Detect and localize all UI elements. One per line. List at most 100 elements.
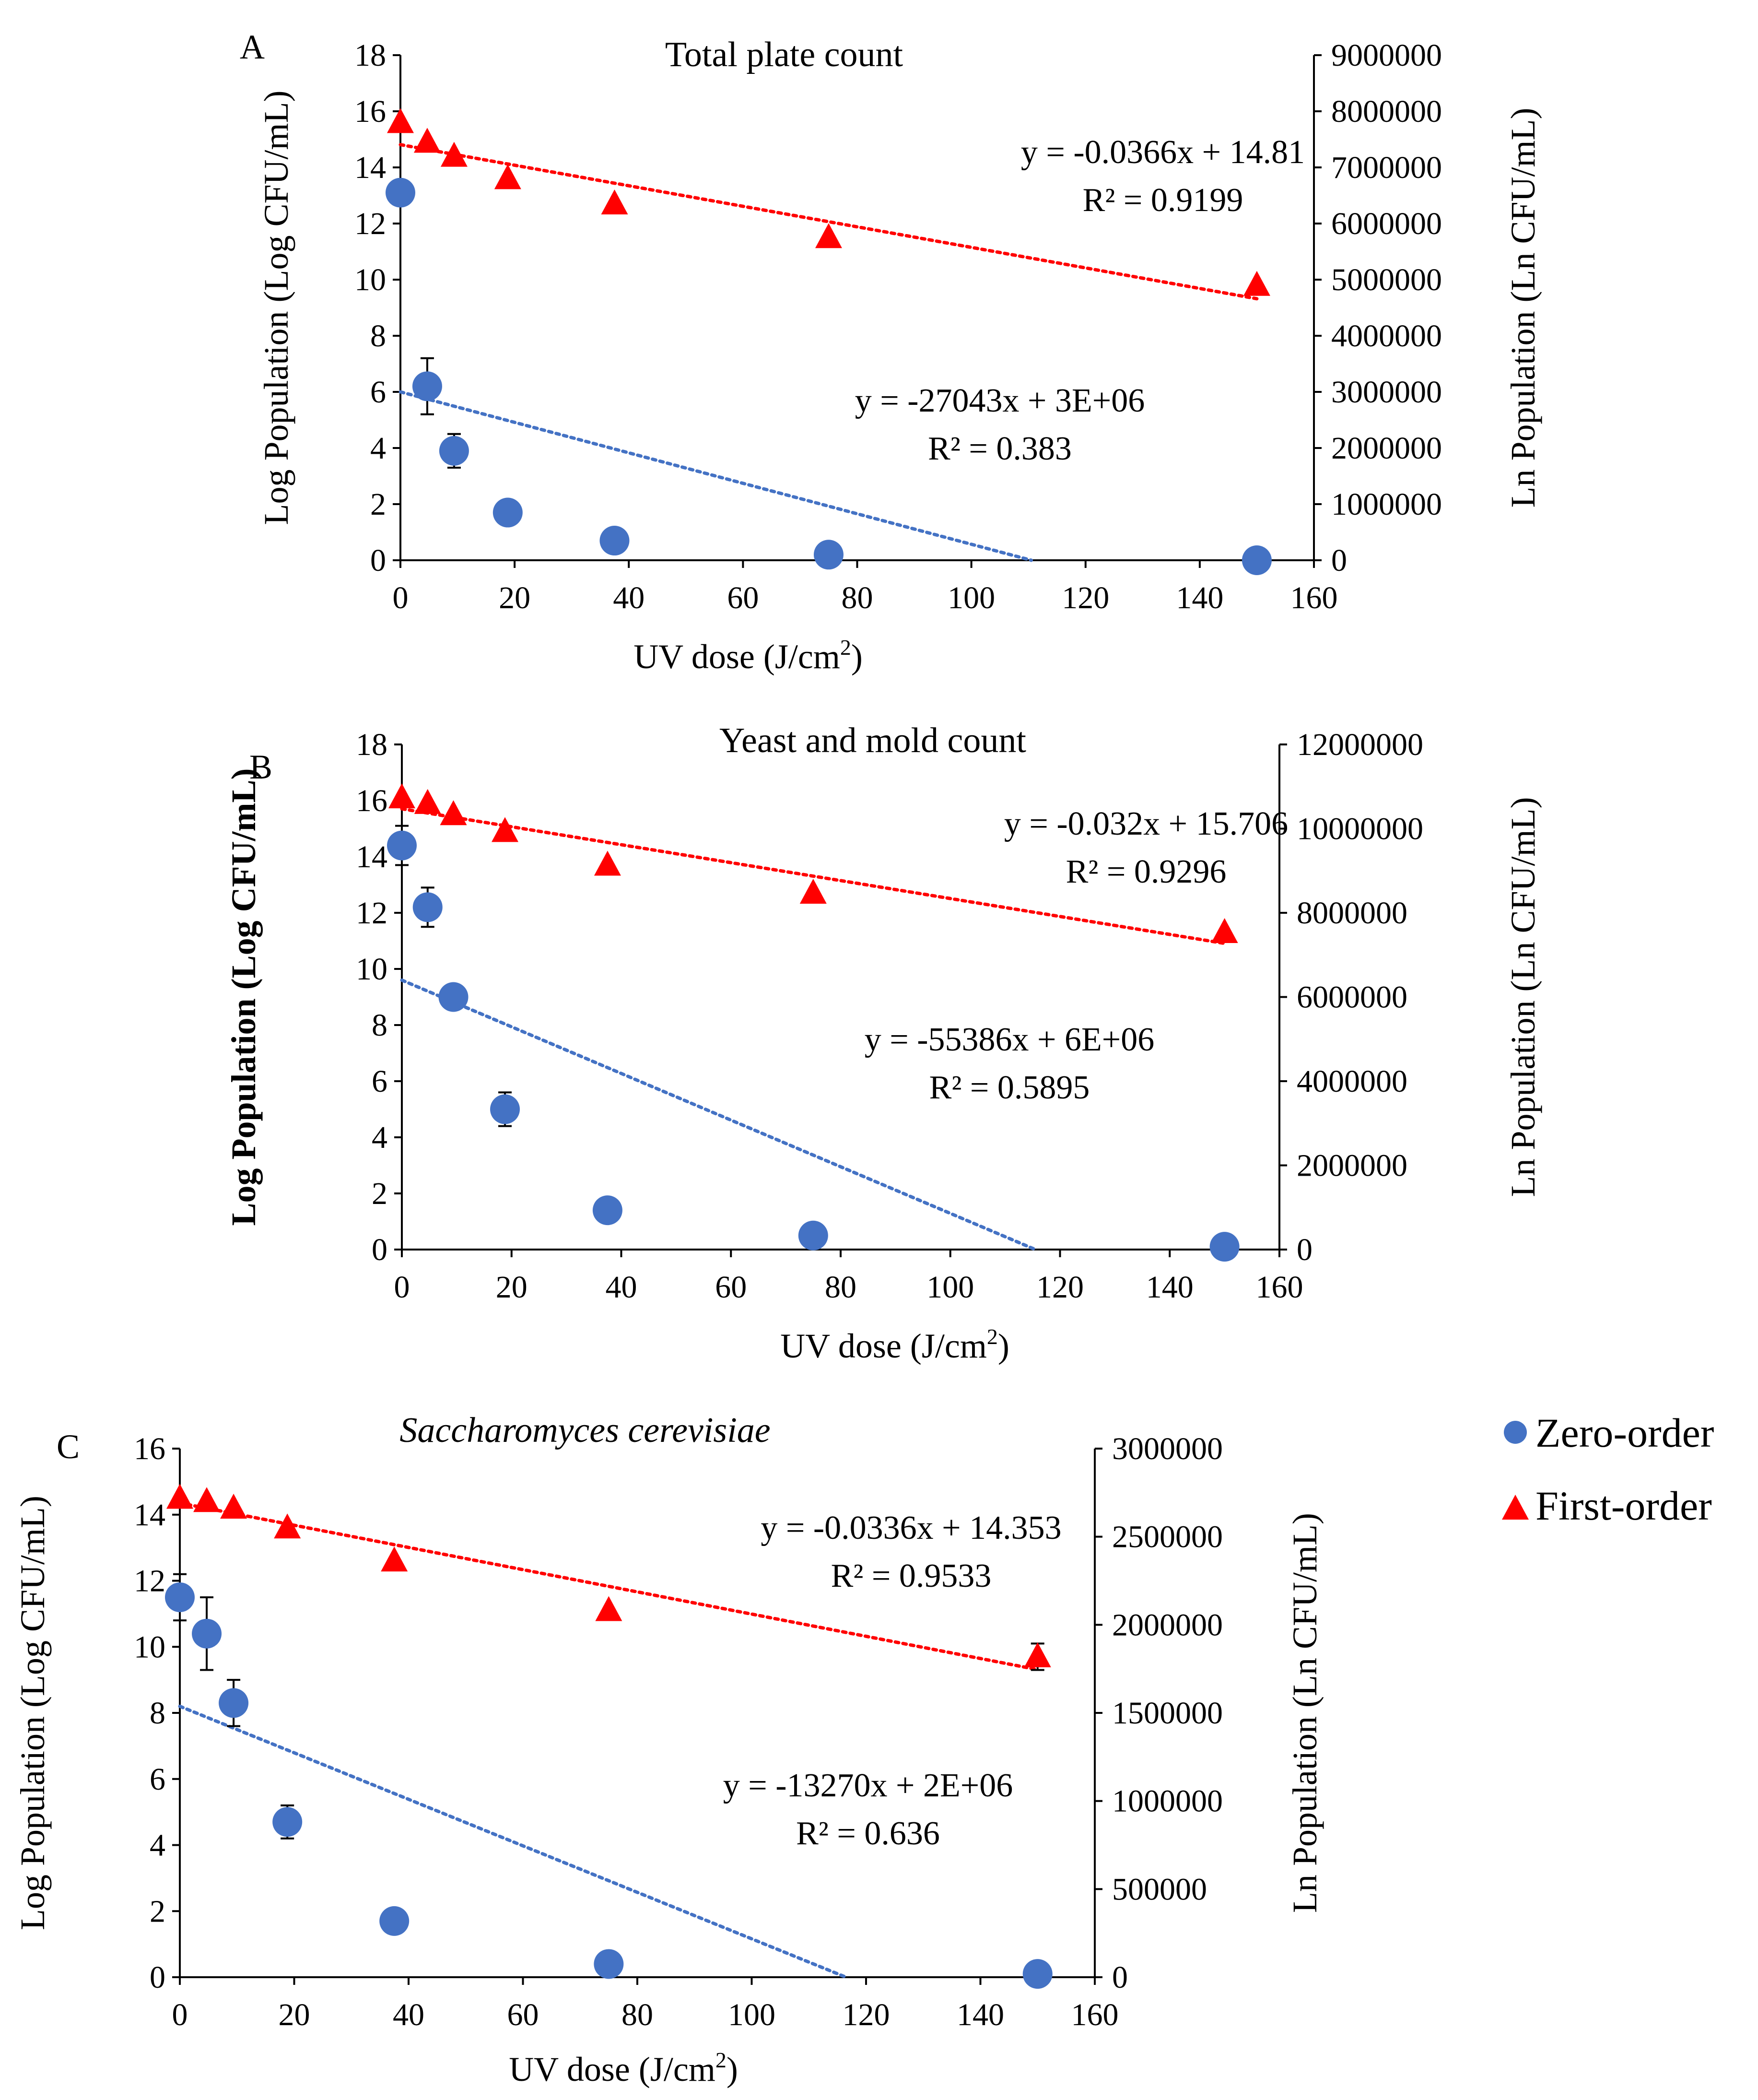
legend-zero-label: Zero-order <box>1535 1410 1714 1456</box>
x-tick-label: 120 <box>1036 1270 1084 1305</box>
y-left-tick-label: 0 <box>150 1960 165 1995</box>
y-right-tick-label: 12000000 <box>1297 727 1423 762</box>
first-order-point <box>387 108 414 133</box>
x-tick-label: 80 <box>621 1997 653 2032</box>
first-order-point <box>594 850 621 876</box>
chart-title: Saccharomyces cerevisiae <box>399 1411 770 1450</box>
x-tick-label: 160 <box>1290 580 1338 615</box>
y-right-tick-label: 2500000 <box>1112 1520 1223 1555</box>
y-left-tick-label: 16 <box>134 1431 165 1466</box>
chart-title: Total plate count <box>665 35 903 74</box>
x-tick-label: 20 <box>496 1270 527 1305</box>
y-right-tick-label: 2000000 <box>1297 1148 1407 1183</box>
x-axis-title: UV dose (J/cm2) <box>509 2048 738 2088</box>
x-tick-label: 80 <box>825 1270 856 1305</box>
panel-c: 0 20 40 60 80 100 120 140 1600246810121416050000… <box>13 1411 1324 2088</box>
first-order-equation: y = -0.032x + 15.706 <box>1004 805 1288 842</box>
first-order-point <box>494 164 521 189</box>
y-axis-title-right: Ln Population (Ln CFU/mL) <box>1286 1513 1324 1913</box>
y-left-tick-label: 12 <box>134 1564 165 1599</box>
first-order-r2: R² = 0.9296 <box>1066 853 1227 890</box>
y-right-tick-label: 1000000 <box>1331 487 1442 522</box>
zero-order-point <box>490 1094 520 1124</box>
panel-letter: C <box>57 1428 80 1466</box>
y-left-tick-label: 12 <box>356 896 387 931</box>
y-axis-title-left: Log Population (Log CFU/mL) <box>257 91 295 525</box>
y-right-tick-label: 2000000 <box>1112 1607 1223 1642</box>
zero-order-point <box>798 1220 828 1251</box>
y-right-tick-label: 10000000 <box>1297 812 1423 847</box>
y-left-tick-label: 8 <box>150 1696 165 1731</box>
y-left-tick-label: 6 <box>150 1762 165 1797</box>
chart-title: Yeast and mold count <box>719 721 1026 760</box>
zero-order-point <box>192 1618 222 1649</box>
x-tick-label: 60 <box>507 1997 539 2032</box>
x-tick-label: 80 <box>842 580 873 615</box>
y-right-tick-label: 7000000 <box>1331 150 1442 185</box>
x-axis-title: UV dose (J/cm2) <box>780 1324 1009 1365</box>
y-left-tick-label: 2 <box>150 1894 165 1929</box>
y-left-tick-label: 6 <box>370 375 386 410</box>
y-left-tick-label: 4 <box>370 431 386 466</box>
zero-order-point <box>412 371 442 401</box>
zero-order-trendline <box>400 978 1037 1251</box>
first-order-point <box>274 1513 301 1539</box>
first-order-point <box>601 189 628 215</box>
zero-order-point <box>599 526 630 556</box>
first-order-point <box>440 142 468 167</box>
first-order-point <box>595 1596 622 1621</box>
y-left-tick-label: 2 <box>372 1176 387 1211</box>
legend-first-label: First-order <box>1535 1483 1712 1529</box>
y-left-tick-label: 4 <box>372 1120 387 1155</box>
y-axis-title-right: Ln Population (Ln CFU/mL) <box>1504 797 1542 1197</box>
zero-order-point <box>492 497 523 528</box>
y-right-tick-label: 6000000 <box>1297 980 1407 1015</box>
y-right-tick-label: 500000 <box>1112 1872 1207 1907</box>
first-order-point <box>815 223 842 248</box>
zero-order-trendline <box>398 390 1033 562</box>
y-left-tick-label: 14 <box>354 150 386 185</box>
first-order-trendline <box>178 1501 1040 1672</box>
y-right-tick-label: 5000000 <box>1331 262 1442 297</box>
first-order-point <box>1243 271 1270 296</box>
zero-order-point <box>272 1807 303 1837</box>
y-right-tick-label: 1000000 <box>1112 1784 1223 1819</box>
y-axis-title-left: Log Population (Log CFU/mL) <box>224 768 263 1226</box>
zero-order-equation: y = -27043x + 3E+06 <box>855 382 1145 419</box>
first-order-point <box>440 800 467 826</box>
x-tick-label: 0 <box>393 580 409 615</box>
y-right-tick-label: 8000000 <box>1331 94 1442 129</box>
x-tick-label: 0 <box>394 1270 410 1305</box>
y-axis-title-left: Log Population (Log CFU/mL) <box>13 1496 52 1930</box>
zero-order-equation: y = -55386x + 6E+06 <box>865 1021 1155 1058</box>
x-tick-label: 20 <box>499 580 530 615</box>
legend-first-marker <box>1502 1495 1529 1520</box>
y-left-tick-label: 16 <box>356 783 387 818</box>
y-right-tick-label: 9000000 <box>1331 38 1442 73</box>
y-left-tick-label: 10 <box>134 1629 165 1664</box>
first-order-equation: y = -0.0336x + 14.353 <box>761 1510 1061 1546</box>
y-right-tick-label: 6000000 <box>1331 206 1442 241</box>
y-left-tick-label: 12 <box>354 206 386 241</box>
y-right-tick-label: 3000000 <box>1331 375 1442 410</box>
y-left-tick-label: 0 <box>370 543 386 578</box>
x-tick-label: 100 <box>728 1997 775 2032</box>
y-right-tick-label: 0 <box>1112 1960 1128 1995</box>
legend: Zero-order First-order <box>1502 1410 1714 1529</box>
zero-order-point <box>1022 1959 1053 1989</box>
y-left-tick-label: 18 <box>354 38 386 73</box>
x-tick-label: 140 <box>957 1997 1004 2032</box>
first-order-point <box>799 879 827 904</box>
first-order-r2: R² = 0.9199 <box>1083 182 1243 219</box>
first-order-point <box>381 1546 408 1572</box>
zero-order-equation: y = -13270x + 2E+06 <box>723 1767 1013 1804</box>
x-tick-label: 100 <box>948 580 995 615</box>
x-tick-label: 140 <box>1146 1270 1194 1305</box>
first-order-equation: y = -0.0366x + 14.81 <box>1021 134 1305 171</box>
y-left-tick-label: 18 <box>356 727 387 762</box>
y-right-tick-label: 4000000 <box>1331 319 1442 354</box>
y-left-tick-label: 10 <box>356 952 387 987</box>
y-left-tick-label: 16 <box>354 94 386 129</box>
y-right-tick-label: 2000000 <box>1331 431 1442 466</box>
first-order-trendline <box>398 143 1259 301</box>
